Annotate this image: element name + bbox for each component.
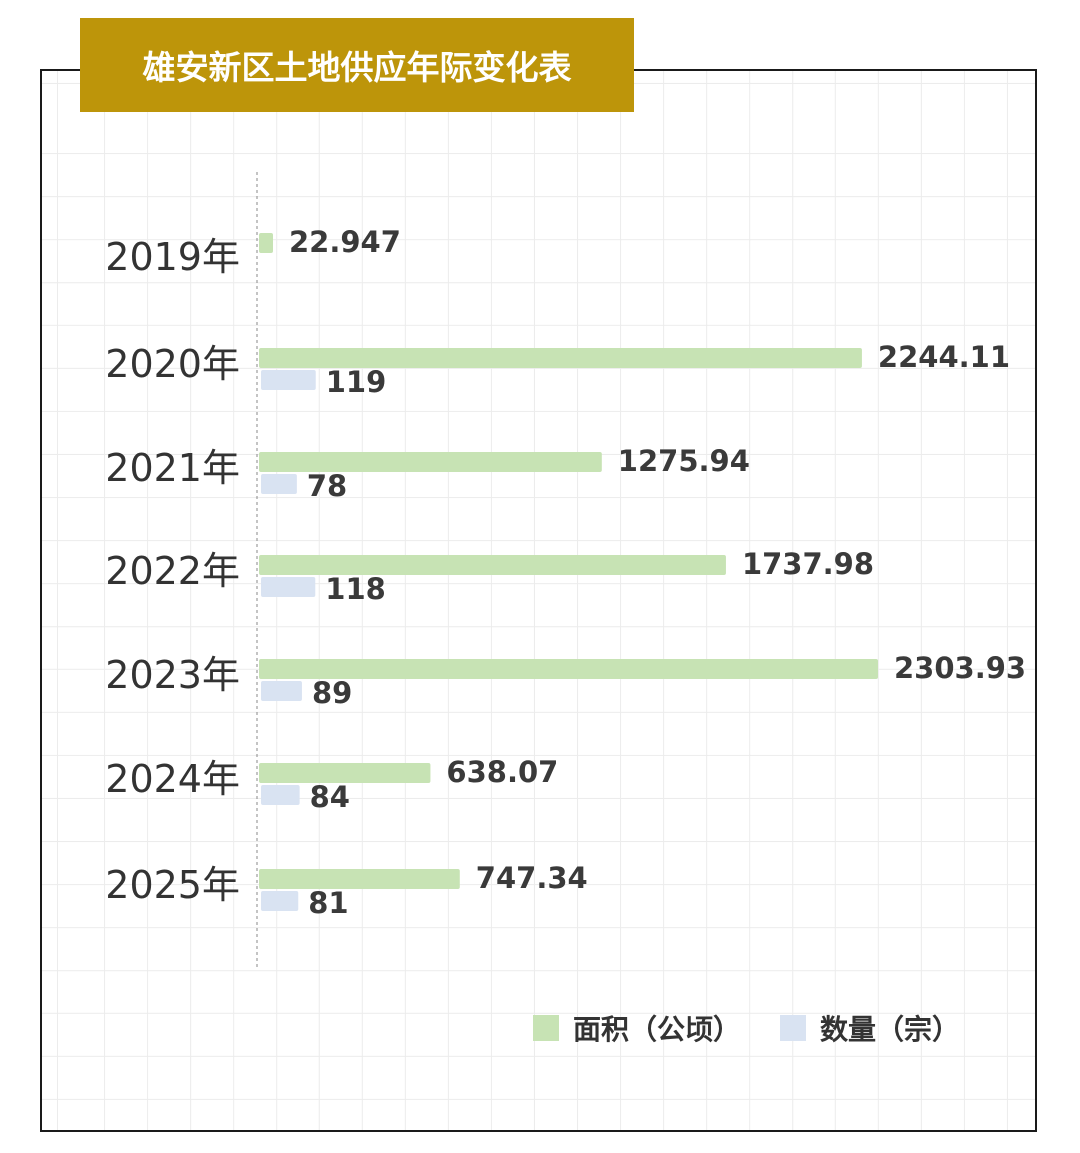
data-label-count: 89 [312, 676, 352, 710]
data-label-area: 1275.94 [618, 444, 750, 478]
bar-count [261, 785, 300, 805]
legend-swatch [533, 1015, 559, 1041]
category-row: 2022年 1737.98 118 [105, 547, 874, 606]
y-tick-label: 2023年 [105, 653, 240, 697]
data-label-count: 118 [325, 572, 386, 606]
y-tick-label: 2020年 [105, 342, 240, 386]
data-label-count: 119 [326, 365, 387, 399]
bar-count [261, 577, 316, 597]
category-row: 2019年 22.947 [105, 225, 401, 279]
data-label-area: 1737.98 [742, 547, 874, 581]
category-row: 2024年 638.07 84 [105, 755, 558, 814]
category-row: 2020年 2244.11 119 [105, 340, 1010, 399]
bar-count [261, 891, 299, 911]
data-label-area: 638.07 [446, 755, 558, 789]
data-label-area: 747.34 [476, 861, 588, 895]
y-tick-label: 2019年 [105, 235, 240, 279]
data-label-area: 2303.93 [894, 651, 1026, 685]
category-row: 2025年 747.34 81 [105, 861, 587, 920]
legend-swatch [780, 1015, 806, 1041]
bar-count [261, 681, 302, 701]
data-label-count: 84 [310, 780, 350, 814]
bar-area [259, 869, 460, 889]
bar-area [259, 233, 273, 253]
chart-title-box: 雄安新区土地供应年际变化表 [80, 18, 634, 112]
chart-rows: 2019年 22.947 2020年 2244.11 119 2021年 1275.94 78… [105, 225, 1026, 920]
chart-frame [40, 69, 1037, 1132]
bar-area [259, 659, 878, 679]
bar-area [259, 555, 726, 575]
y-tick-label: 2024年 [105, 757, 240, 801]
category-row: 2023年 2303.93 89 [105, 651, 1026, 710]
bar-area [259, 763, 431, 783]
bar-area [259, 452, 602, 472]
data-label-count: 78 [307, 469, 347, 503]
bar-count [261, 474, 297, 494]
bar-area [259, 348, 862, 368]
chart-title: 雄安新区土地供应年际变化表 [142, 48, 572, 87]
legend-label: 数量（宗） [820, 1013, 960, 1046]
data-label-count: 81 [308, 886, 348, 920]
chart-legend: 面积（公顷） 数量（宗） [533, 1013, 960, 1046]
y-tick-label: 2021年 [105, 446, 240, 490]
legend-label: 面积（公顷） [573, 1013, 741, 1046]
data-label-area: 22.947 [289, 225, 401, 259]
data-label-area: 2244.11 [878, 340, 1010, 374]
bar-count [261, 370, 316, 390]
y-tick-label: 2022年 [105, 549, 240, 593]
y-tick-label: 2025年 [105, 863, 240, 907]
category-row: 2021年 1275.94 78 [105, 444, 750, 503]
